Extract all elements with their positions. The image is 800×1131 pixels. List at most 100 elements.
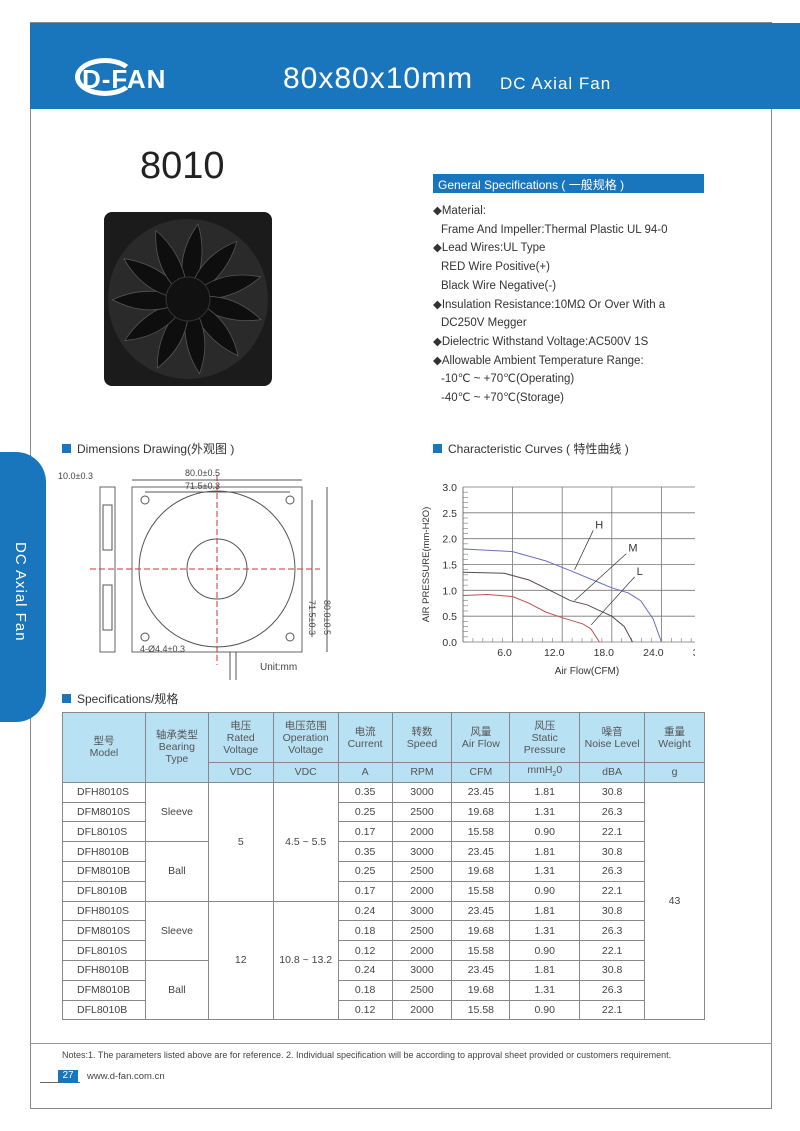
value-cell: 19.68 [451, 979, 511, 1001]
table-row: DFH8010S Sleeve 12 10.8 ~ 13.2 0.24 3000 23.45… [62, 900, 705, 1021]
curve-pointer [574, 553, 627, 601]
header-bar [30, 23, 800, 109]
curve-pointer [590, 576, 635, 626]
footer-divider [30, 1043, 772, 1044]
dim-height-inner: 71.5±0.3 [307, 600, 317, 635]
value-cell: 23.45 [451, 781, 511, 803]
table-row: DFM8010B 0.18 2500 19.68 1.31 26.3 [62, 979, 705, 1001]
page-number: 27 [58, 1070, 78, 1083]
value-cell: 0.90 [509, 940, 581, 961]
value-cell: 15.58 [451, 880, 511, 902]
operation-voltage-cell: 4.5 ~ 5.5 [272, 781, 339, 902]
value-cell: 2500 [391, 801, 453, 823]
column-header: 风压 Static Pressure [509, 712, 581, 763]
value-cell: 0.18 [337, 979, 393, 1001]
y-tick-label: 1.5 [442, 560, 457, 572]
model-cell: DFH8010B [62, 841, 146, 862]
general-specs-list: ◆Material: Frame And Impeller:Thermal Pl… [433, 202, 667, 408]
unit-header: RPM [391, 762, 453, 783]
dim-holes: 4-Ø4.4±0.3 [140, 644, 185, 654]
table-units-row: VDC VDC A RPM CFM mmH20 dBA g [63, 762, 705, 783]
spec-line: ◆Lead Wires:UL Type [433, 242, 546, 255]
value-cell: 0.17 [337, 821, 393, 843]
y-axis-label: AIR PRESSURE(mm-H2O) [421, 507, 432, 623]
table-row: DFM8010S 0.25 2500 19.68 1.31 26.3 [62, 801, 705, 823]
bearing-cell: Ball [144, 841, 209, 902]
value-cell: 1.81 [509, 959, 581, 981]
y-tick-label: 0.0 [442, 637, 457, 649]
spec-line: ◆Allowable Ambient Temperature Range: [433, 354, 644, 367]
value-cell: 15.58 [451, 821, 511, 843]
column-header: 电流 Current [337, 712, 393, 763]
column-header: 噪音 Noise Level [579, 712, 646, 763]
column-header: 重量 Weight [644, 712, 705, 763]
value-cell: 0.24 [337, 900, 393, 922]
value-cell: 0.35 [337, 781, 393, 803]
model-cell: DFL8010B [62, 880, 146, 902]
column-header: 电压 Rated Voltage [207, 712, 274, 763]
x-tick-label: 6.0 [497, 647, 512, 659]
spec-line: ◆Dielectric Withstand Voltage:AC500V 1S [433, 335, 649, 348]
dim-height-outer: 80.0±0.5 [322, 600, 332, 635]
value-cell: 2500 [391, 979, 453, 1001]
value-cell: 0.12 [337, 940, 393, 961]
footer-notes: Notes:1. The parameters listed above are… [62, 1050, 672, 1060]
y-tick-label: 2.5 [442, 508, 457, 520]
table-header-row: 型号 Model 轴承类型 Bearing Type 电压 Rated Voltage 电压范围… [62, 712, 705, 783]
model-cell: DFH8010S [62, 781, 146, 803]
table-row: DFH8010S Sleeve 5 4.5 ~ 5.5 0.35 3000 23.45 1.8… [62, 781, 705, 1021]
operation-voltage-cell: 10.8 ~ 13.2 [272, 900, 339, 1021]
value-cell: 2500 [391, 860, 453, 882]
dim-hole-spacing: 71.5±0.3 [185, 481, 220, 491]
model-cell: DFM8010S [62, 920, 146, 942]
model-cell: DFM8010B [62, 979, 146, 1001]
model-cell: DFL8010B [62, 999, 146, 1021]
model-cell: DFM8010S [62, 801, 146, 823]
value-cell: 22.1 [579, 999, 646, 1021]
unit-header: VDC [272, 762, 339, 783]
column-header: 电压范围 Operation Voltage [272, 712, 339, 763]
y-tick-label: 2.0 [442, 534, 457, 546]
rated-voltage-cell: 5 [207, 781, 274, 902]
value-cell: 1.81 [509, 900, 581, 922]
value-cell: 2000 [391, 821, 453, 843]
unit-header: A [337, 762, 393, 783]
value-cell: 30.8 [579, 841, 646, 862]
website-link[interactable]: www.d-fan.com.cn [87, 1071, 165, 1082]
curve-H [462, 548, 662, 643]
unit-header: VDC [207, 762, 274, 783]
spec-line: ◆Material: [433, 205, 486, 217]
value-cell: 26.3 [579, 801, 646, 823]
spec-line: DC250V Megger [441, 317, 527, 330]
specs-heading-text: Specifications/规格 [77, 692, 179, 706]
value-cell: 23.45 [451, 959, 511, 981]
x-tick-label: 24.0 [643, 647, 664, 659]
value-cell: 3000 [391, 781, 453, 803]
value-cell: 0.35 [337, 841, 393, 862]
spec-line: ◆Insulation Resistance:10MΩ Or Over With… [433, 298, 666, 311]
value-cell: 26.3 [579, 860, 646, 882]
value-cell: 0.17 [337, 880, 393, 902]
side-tab: DC Axial Fan [0, 452, 46, 722]
general-specs-heading: General Specifications ( 一般规格 ) [433, 174, 704, 193]
value-cell: 22.1 [579, 880, 646, 902]
x-tick-label: 12.0 [544, 647, 565, 659]
logo: D-FAN [82, 64, 167, 94]
value-cell: 15.58 [451, 940, 511, 961]
value-cell: 19.68 [451, 860, 511, 882]
value-cell: 1.31 [509, 979, 581, 1001]
value-cell: 2000 [391, 880, 453, 902]
model-cell: DFL8010S [62, 821, 146, 843]
curves-heading: Characteristic Curves ( 特性曲线 ) [433, 440, 629, 457]
unit-header: mmH20 [509, 762, 581, 783]
model-cell: DFM8010B [62, 860, 146, 882]
value-cell: 0.90 [509, 880, 581, 902]
curves-heading-text: Characteristic Curves ( 特性曲线 ) [448, 442, 629, 456]
value-cell: 23.45 [451, 841, 511, 862]
value-cell: 30.8 [579, 900, 646, 922]
value-cell: 2000 [391, 940, 453, 961]
spec-line: RED Wire Positive(+) [441, 261, 550, 274]
value-cell: 30.8 [579, 781, 646, 803]
x-tick-label: 18.0 [594, 647, 615, 659]
value-cell: 0.18 [337, 920, 393, 942]
